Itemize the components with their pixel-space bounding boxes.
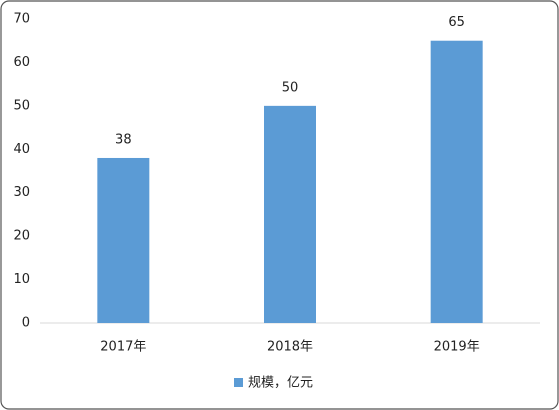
data-label: 50 [282, 80, 299, 95]
y-tick-label: 40 [13, 142, 30, 157]
y-tick-label: 70 [13, 12, 30, 27]
data-label: 38 [115, 132, 132, 147]
y-tick-label: 60 [13, 55, 30, 70]
bar [97, 157, 150, 323]
legend-swatch [234, 378, 243, 387]
y-tick-label: 30 [13, 185, 30, 200]
x-tick-label: 2018年 [267, 340, 313, 355]
y-tick-label: 50 [13, 98, 30, 113]
y-tick-label: 0 [22, 316, 30, 331]
bar [264, 105, 316, 323]
legend-label: 规模，亿元 [248, 376, 313, 391]
x-tick-label: 2017年 [100, 340, 146, 355]
x-tick-label: 2019年 [434, 340, 480, 355]
data-label: 65 [448, 15, 465, 30]
y-tick-label: 10 [13, 272, 30, 287]
y-tick-label: 20 [13, 229, 30, 244]
bar [430, 40, 483, 323]
